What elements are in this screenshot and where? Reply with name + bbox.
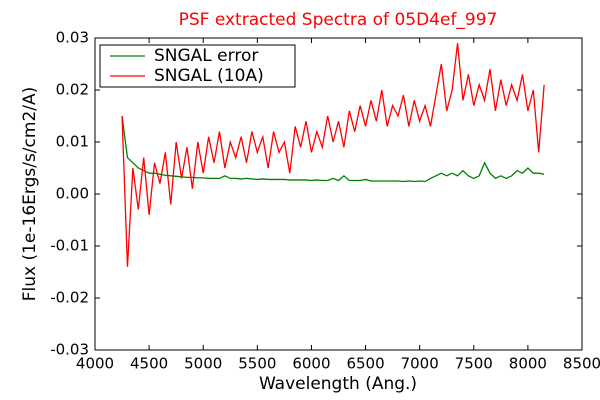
chart-title: PSF extracted Spectra of 05D4ef_997	[179, 10, 498, 30]
x-tick-label: 7500	[455, 355, 493, 373]
legend-label: SNGAL error	[154, 46, 258, 66]
y-tick-label: -0.03	[50, 341, 89, 359]
plot-frame	[94, 37, 583, 351]
y-tick-label: -0.01	[50, 237, 89, 255]
series-line	[121, 115, 545, 183]
x-tick-label: 7000	[401, 355, 439, 373]
series-line	[121, 43, 545, 267]
x-tick-label: 8000	[509, 355, 547, 373]
legend-label: SNGAL (10A)	[154, 66, 264, 86]
y-tick-label: 0.03	[56, 29, 89, 47]
x-tick-label: 4500	[130, 355, 168, 373]
y-axis-label: Flux (1e-16Ergs/s/cm2/A)	[20, 87, 40, 302]
legend-box	[99, 44, 296, 88]
y-tick-label: -0.02	[50, 289, 89, 307]
x-tick-label: 8500	[563, 355, 600, 373]
y-tick-label: 0.00	[56, 185, 89, 203]
x-tick-label: 5000	[184, 355, 222, 373]
x-tick-label: 4000	[76, 355, 114, 373]
x-tick-label: 6000	[292, 355, 330, 373]
y-tick-label: 0.02	[56, 81, 89, 99]
x-tick-label: 5500	[238, 355, 276, 373]
y-tick-label: 0.01	[56, 133, 89, 151]
x-axis-label: Wavelength (Ang.)	[259, 374, 417, 394]
x-tick-label: 6500	[346, 355, 384, 373]
